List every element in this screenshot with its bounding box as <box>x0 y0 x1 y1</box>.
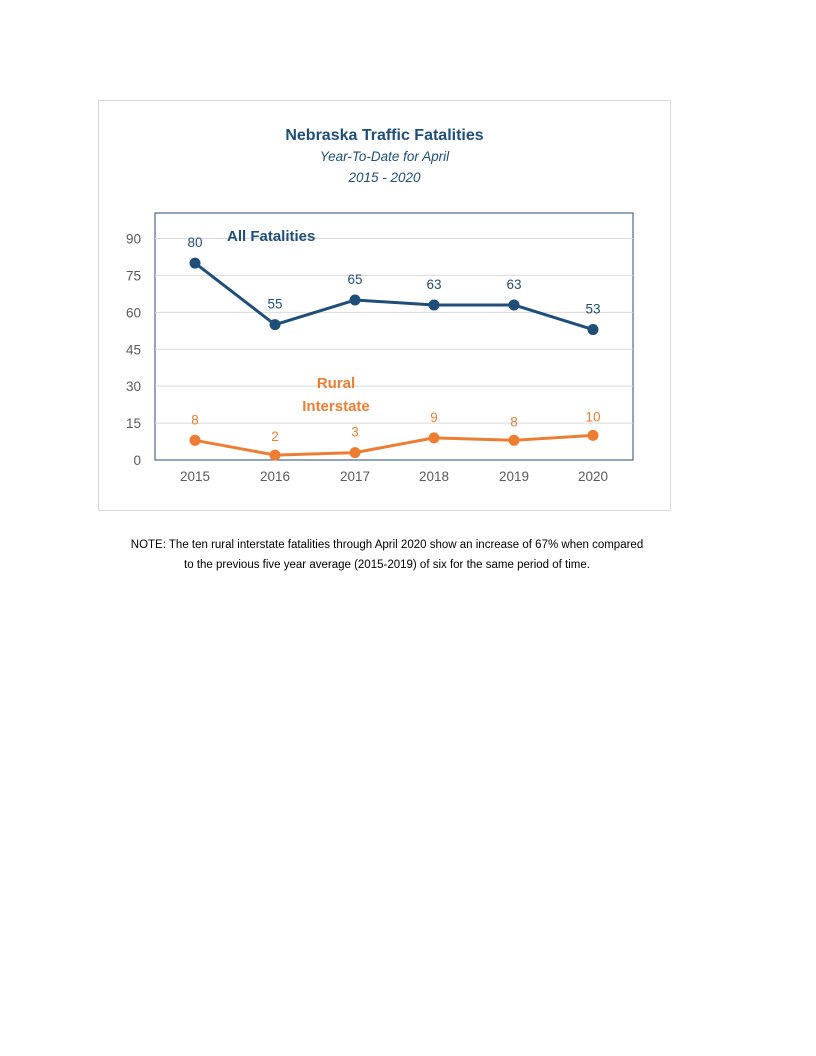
data-label: 3 <box>351 425 359 440</box>
data-label: 80 <box>187 235 202 250</box>
x-tick-label: 2017 <box>340 469 370 484</box>
data-label: 63 <box>426 277 441 292</box>
x-tick-label: 2019 <box>499 469 529 484</box>
data-point <box>189 257 201 269</box>
data-point <box>508 434 520 446</box>
y-tick-label: 30 <box>126 379 141 394</box>
y-tick-label: 60 <box>126 305 141 320</box>
series-line <box>194 261 594 331</box>
footnote-line-1: NOTE: The ten rural interstate fatalitie… <box>130 539 644 551</box>
chart-title-block: Nebraska Traffic Fatalities Year-To-Date… <box>98 126 671 188</box>
data-label: 8 <box>191 412 199 427</box>
data-point <box>189 434 201 446</box>
footnote-line-2: to the previous five year average (2015-… <box>184 559 590 571</box>
data-point <box>428 432 440 444</box>
chart-subtitle-line-1: Year-To-Date for April <box>319 149 450 164</box>
data-point <box>269 319 281 331</box>
series-line <box>194 433 594 457</box>
series-label-all-fatalities: All Fatalities <box>227 228 315 245</box>
x-tick-label: 2018 <box>419 469 449 484</box>
data-point <box>349 447 361 459</box>
data-point <box>587 429 599 441</box>
data-label: 53 <box>585 302 600 317</box>
data-label: 65 <box>347 272 362 287</box>
chart-subtitle-line-2: 2015 - 2020 <box>348 170 421 185</box>
chart-title: Nebraska Traffic Fatalities <box>285 127 484 144</box>
footnote: NOTE: The ten rural interstate fatalitie… <box>98 535 676 575</box>
data-point <box>349 294 361 306</box>
y-tick-label: 0 <box>133 453 141 468</box>
y-tick-label: 90 <box>126 232 141 247</box>
y-tick-label: 45 <box>126 342 141 357</box>
x-tick-label: 2016 <box>260 469 290 484</box>
data-label: 63 <box>506 277 521 292</box>
data-point <box>508 299 520 311</box>
data-point <box>269 449 281 461</box>
y-tick-label: 15 <box>126 416 141 431</box>
x-tick-label: 2020 <box>578 469 608 484</box>
series-label-rural-line-2: Interstate <box>302 398 370 415</box>
data-label: 8 <box>510 414 518 429</box>
data-label: 55 <box>267 297 282 312</box>
data-label: 10 <box>585 409 600 424</box>
x-tick-label: 2015 <box>180 469 210 484</box>
series-label-rural-line-1: Rural <box>317 375 355 392</box>
y-tick-label: 75 <box>126 268 141 283</box>
data-label: 2 <box>271 429 279 444</box>
data-point <box>587 324 599 336</box>
data-label: 9 <box>430 410 438 425</box>
data-point <box>428 299 440 311</box>
